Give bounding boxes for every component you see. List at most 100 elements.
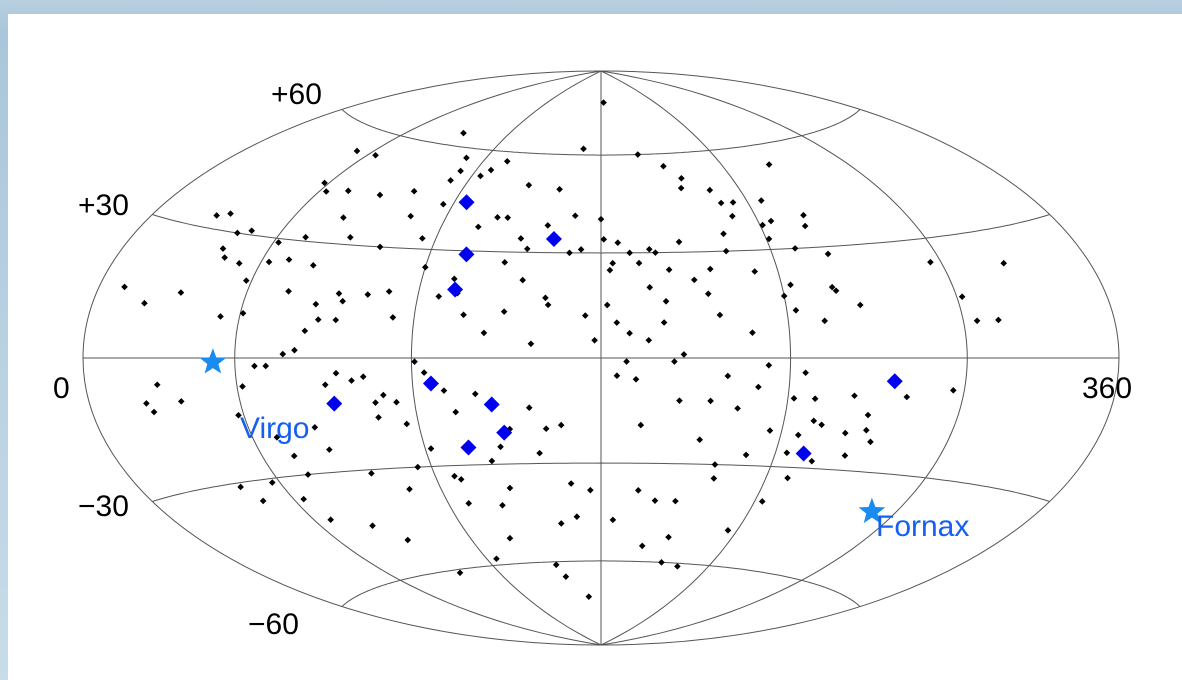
galaxy-point <box>141 299 148 307</box>
lat-tick-label: +60 <box>271 78 322 111</box>
galaxy-point <box>818 421 825 429</box>
galaxy-point <box>634 487 642 494</box>
galaxy-point <box>322 188 330 195</box>
galaxy-point <box>680 351 688 358</box>
highlight-point <box>447 281 464 298</box>
galaxy-point <box>380 391 387 399</box>
galaxy-point <box>353 147 361 155</box>
galaxy-point <box>497 443 504 451</box>
galaxy-point <box>927 258 934 266</box>
galaxy-point <box>248 227 256 235</box>
galaxy-point <box>660 319 668 326</box>
galaxy-point <box>581 312 589 319</box>
galaxy-point <box>724 372 732 380</box>
galaxy-point <box>143 400 150 407</box>
galaxy-point <box>321 381 329 389</box>
galaxy-point <box>285 256 293 263</box>
galaxy-point <box>606 266 614 274</box>
galaxy-point <box>800 211 807 219</box>
galaxy-point <box>451 275 458 283</box>
annotations: Virgo Fornax <box>240 412 969 543</box>
cluster-star <box>858 497 886 524</box>
galaxy-point <box>973 317 981 325</box>
galaxy-point <box>862 426 870 434</box>
highlight-point <box>496 424 513 441</box>
galaxy-point <box>410 187 418 195</box>
galaxy-point <box>456 569 464 577</box>
galaxy-point <box>562 573 570 580</box>
galaxy-point <box>591 336 598 344</box>
galaxy-point <box>234 229 241 237</box>
galaxy-point <box>573 513 581 521</box>
galaxy-point <box>457 476 465 483</box>
galaxy-point <box>393 398 400 406</box>
galaxy-point <box>597 215 605 223</box>
galaxy-point <box>577 246 585 253</box>
galaxy-point <box>506 425 514 433</box>
galaxy-point <box>407 212 414 220</box>
galaxy-point <box>527 340 535 348</box>
galaxy-point <box>665 533 672 541</box>
galaxy-point <box>552 561 560 569</box>
galaxy-point <box>841 429 849 437</box>
galaxy-point <box>791 245 799 252</box>
galaxy-point <box>729 212 736 220</box>
galaxy-point <box>821 317 828 325</box>
galaxy-point <box>439 200 447 208</box>
galaxy-point <box>368 470 375 477</box>
galaxy-point <box>949 387 957 394</box>
galaxy-point <box>519 276 526 284</box>
lat-tick-label: −60 <box>248 608 299 641</box>
galaxy-point <box>600 236 608 243</box>
galaxy-point <box>742 451 750 459</box>
lat-tick-label: −30 <box>78 490 129 523</box>
galaxy-point <box>662 297 670 305</box>
galaxy-point <box>790 395 798 402</box>
galaxy-point <box>755 383 762 391</box>
galaxy-point <box>347 234 354 241</box>
galaxy-point <box>566 249 573 257</box>
galaxy-point <box>503 158 511 165</box>
grid-lines <box>82 70 1120 646</box>
galaxy-point <box>757 197 765 204</box>
lon-tick-label: 0 <box>53 372 70 405</box>
galaxy-point <box>121 283 128 291</box>
galaxy-point <box>544 301 552 309</box>
galaxy-point <box>658 559 665 566</box>
galaxy-point <box>235 411 242 419</box>
galaxy-point <box>674 563 681 570</box>
galaxy-point <box>265 258 273 266</box>
galaxy-point <box>614 239 622 246</box>
galaxy-point <box>471 390 479 398</box>
galaxy-point <box>177 289 185 296</box>
galaxy-point <box>722 247 730 255</box>
highlight-point <box>458 246 475 263</box>
galaxy-point <box>567 480 575 487</box>
galaxy-point <box>690 276 698 284</box>
galaxy-point <box>150 408 158 416</box>
galaxy-point <box>783 449 791 457</box>
galaxy-point <box>344 187 352 195</box>
galaxy-point <box>494 214 501 221</box>
tick-labels: +60 +30 −30 −60 0 360 <box>53 78 1132 641</box>
sky-map: +60 +30 −30 −60 0 360 Virgo Fornax <box>53 70 1132 646</box>
galaxy-point <box>544 222 552 229</box>
galaxy-point <box>301 327 309 335</box>
galaxy-point <box>273 433 281 441</box>
galaxy-point <box>312 300 320 308</box>
galaxy-point <box>766 427 774 434</box>
galaxy-point <box>706 186 714 194</box>
galaxy-point <box>808 457 816 465</box>
galaxy-point <box>711 461 719 468</box>
galaxy-point <box>499 501 506 509</box>
galaxy-point <box>787 281 794 289</box>
galaxy-point <box>759 221 766 229</box>
galaxy-point <box>525 181 533 189</box>
galaxy-point <box>290 452 298 460</box>
galaxy-point <box>716 311 724 319</box>
galaxy-point <box>311 424 319 431</box>
galaxy-point <box>452 408 460 416</box>
galaxy-point <box>749 329 756 336</box>
galaxy-point <box>637 421 645 429</box>
galaxy-point <box>585 593 593 600</box>
